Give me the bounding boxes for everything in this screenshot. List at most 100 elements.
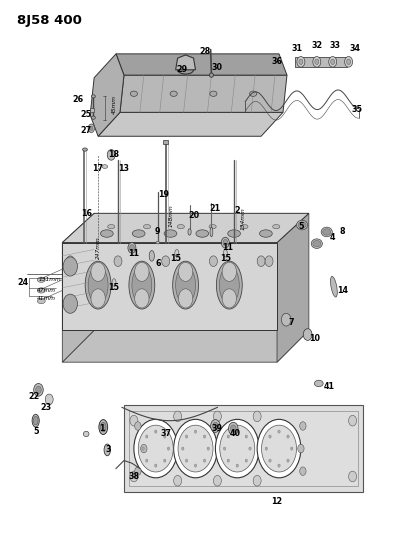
Circle shape bbox=[236, 464, 239, 467]
Circle shape bbox=[213, 422, 218, 430]
Circle shape bbox=[182, 447, 184, 450]
Circle shape bbox=[313, 56, 321, 67]
Ellipse shape bbox=[223, 249, 227, 257]
Circle shape bbox=[90, 126, 93, 131]
Circle shape bbox=[349, 471, 357, 482]
Text: 40: 40 bbox=[230, 430, 241, 439]
Ellipse shape bbox=[313, 240, 321, 247]
Ellipse shape bbox=[188, 229, 191, 235]
Circle shape bbox=[164, 435, 166, 438]
Ellipse shape bbox=[209, 73, 213, 77]
Text: 7: 7 bbox=[288, 318, 294, 327]
Circle shape bbox=[128, 243, 136, 253]
Circle shape bbox=[36, 386, 41, 393]
Circle shape bbox=[135, 289, 149, 308]
Circle shape bbox=[253, 411, 261, 422]
Text: 39: 39 bbox=[212, 424, 223, 433]
Text: 9: 9 bbox=[155, 228, 160, 237]
Circle shape bbox=[245, 459, 247, 462]
Text: 6: 6 bbox=[155, 260, 160, 268]
Circle shape bbox=[135, 467, 141, 475]
Ellipse shape bbox=[156, 241, 160, 244]
Text: 1: 1 bbox=[99, 424, 105, 433]
Circle shape bbox=[213, 411, 221, 422]
Polygon shape bbox=[176, 55, 196, 70]
Bar bbox=[163, 140, 168, 144]
Text: 11: 11 bbox=[128, 249, 139, 258]
Circle shape bbox=[178, 262, 193, 281]
Text: 15: 15 bbox=[220, 254, 231, 263]
Ellipse shape bbox=[104, 444, 111, 456]
Circle shape bbox=[207, 447, 209, 450]
Polygon shape bbox=[116, 54, 287, 75]
Circle shape bbox=[174, 411, 182, 422]
Text: 33: 33 bbox=[329, 42, 340, 51]
Circle shape bbox=[269, 459, 271, 462]
Circle shape bbox=[290, 447, 293, 450]
Text: 30: 30 bbox=[212, 63, 223, 71]
Ellipse shape bbox=[178, 66, 194, 74]
Polygon shape bbox=[277, 213, 309, 362]
Circle shape bbox=[135, 422, 141, 430]
Text: 22: 22 bbox=[29, 392, 40, 401]
Polygon shape bbox=[98, 112, 283, 136]
Ellipse shape bbox=[216, 261, 242, 309]
Ellipse shape bbox=[130, 91, 138, 96]
Text: 24: 24 bbox=[17, 278, 28, 287]
Text: 2: 2 bbox=[235, 206, 240, 215]
Circle shape bbox=[298, 445, 304, 453]
Circle shape bbox=[331, 59, 335, 64]
Text: 20: 20 bbox=[188, 212, 199, 221]
Ellipse shape bbox=[170, 91, 177, 96]
Circle shape bbox=[236, 430, 239, 433]
Ellipse shape bbox=[132, 230, 145, 237]
Circle shape bbox=[303, 329, 312, 341]
Ellipse shape bbox=[101, 230, 113, 237]
Circle shape bbox=[257, 419, 301, 478]
Polygon shape bbox=[62, 213, 309, 243]
Ellipse shape bbox=[99, 419, 108, 434]
Text: 32: 32 bbox=[311, 42, 322, 51]
Circle shape bbox=[91, 262, 105, 281]
Ellipse shape bbox=[101, 422, 106, 432]
Circle shape bbox=[162, 256, 170, 266]
Polygon shape bbox=[62, 243, 277, 330]
Text: 4: 4 bbox=[330, 233, 336, 242]
Circle shape bbox=[209, 256, 217, 266]
Text: 12: 12 bbox=[271, 497, 282, 506]
Circle shape bbox=[146, 459, 148, 462]
Polygon shape bbox=[90, 54, 124, 136]
Text: 21: 21 bbox=[210, 204, 221, 213]
Ellipse shape bbox=[132, 266, 152, 304]
Circle shape bbox=[223, 239, 228, 246]
Circle shape bbox=[220, 425, 255, 472]
Circle shape bbox=[222, 289, 237, 308]
Ellipse shape bbox=[209, 224, 216, 229]
Circle shape bbox=[63, 257, 77, 276]
Circle shape bbox=[245, 435, 247, 438]
Text: 41: 41 bbox=[323, 382, 334, 391]
Circle shape bbox=[174, 475, 182, 486]
Text: 36: 36 bbox=[272, 58, 282, 66]
Text: 19: 19 bbox=[158, 190, 169, 199]
Circle shape bbox=[347, 59, 351, 64]
Circle shape bbox=[130, 471, 138, 482]
Circle shape bbox=[185, 459, 188, 462]
Ellipse shape bbox=[102, 165, 108, 168]
Circle shape bbox=[223, 447, 226, 450]
Circle shape bbox=[221, 237, 229, 248]
Circle shape bbox=[211, 419, 220, 432]
Circle shape bbox=[138, 425, 173, 472]
Circle shape bbox=[227, 459, 229, 462]
Text: 15: 15 bbox=[170, 254, 181, 263]
Text: 131mm: 131mm bbox=[39, 277, 62, 282]
Circle shape bbox=[63, 294, 77, 313]
Ellipse shape bbox=[196, 230, 209, 237]
Ellipse shape bbox=[164, 230, 177, 237]
Circle shape bbox=[185, 435, 188, 438]
Ellipse shape bbox=[311, 239, 322, 248]
Circle shape bbox=[297, 56, 305, 67]
Ellipse shape bbox=[91, 95, 95, 98]
Circle shape bbox=[215, 419, 259, 478]
Circle shape bbox=[154, 464, 157, 467]
